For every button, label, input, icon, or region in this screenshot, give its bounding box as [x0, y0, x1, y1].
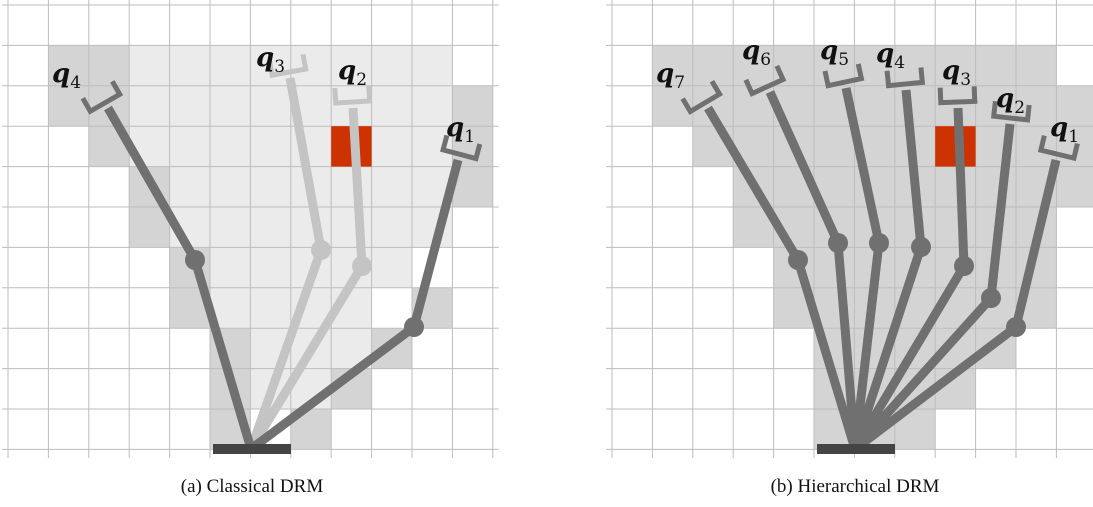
label-subscript: 2: [356, 70, 367, 90]
cell: [210, 45, 250, 85]
cell: [814, 247, 854, 287]
cell: [210, 247, 250, 287]
cell: [814, 126, 854, 166]
label-subscript: 2: [1014, 98, 1025, 118]
cell: [412, 45, 452, 85]
cell: [976, 45, 1016, 85]
cell: [935, 167, 975, 207]
label-subscript: 7: [674, 73, 685, 93]
label-symbol: q: [1050, 113, 1068, 143]
joint: [185, 250, 205, 270]
joint: [1006, 317, 1026, 337]
label-subscript: 4: [894, 53, 905, 73]
label-symbol: q: [820, 36, 838, 66]
cell: [1056, 167, 1093, 207]
cell: [250, 126, 290, 166]
cell: [976, 167, 1016, 207]
cell: [693, 45, 733, 85]
cell: [129, 86, 169, 126]
joint: [352, 256, 372, 276]
cell: [854, 86, 894, 126]
cell: [170, 86, 210, 126]
cell: [250, 86, 290, 126]
cell: [210, 126, 250, 166]
label-symbol: q: [446, 113, 464, 143]
caption: (a) Classical DRM: [181, 476, 324, 497]
label-symbol: q: [52, 59, 70, 89]
cell: [935, 207, 975, 247]
cell: [1016, 45, 1056, 85]
joint: [788, 250, 808, 270]
config-label: q4: [876, 39, 905, 73]
cell: [170, 167, 210, 207]
joint: [981, 288, 1001, 308]
label-subscript: 5: [838, 50, 849, 70]
joint: [404, 317, 424, 337]
joint: [311, 240, 331, 260]
cell: [291, 45, 331, 85]
cell: [250, 207, 290, 247]
label-subscript: 3: [274, 57, 285, 77]
cell: [250, 167, 290, 207]
cell: [210, 167, 250, 207]
cell: [895, 86, 935, 126]
cell: [372, 167, 412, 207]
caption: (b) Hierarchical DRM: [771, 476, 940, 497]
robot-base: [213, 444, 291, 454]
label-symbol: q: [742, 36, 760, 66]
cell: [372, 126, 412, 166]
cell: [331, 167, 371, 207]
cell: [129, 45, 169, 85]
cell: [210, 86, 250, 126]
cell: [250, 288, 290, 328]
cell: [372, 45, 412, 85]
config-label: q5: [820, 36, 849, 70]
label-symbol: q: [996, 84, 1014, 114]
label-subscript: 6: [760, 50, 771, 70]
cell: [372, 207, 412, 247]
label-symbol: q: [256, 43, 274, 73]
cell: [48, 86, 88, 126]
label-subscript: 4: [70, 73, 81, 93]
cell: [372, 247, 412, 287]
cell: [170, 126, 210, 166]
joint: [828, 233, 848, 253]
label-symbol: q: [338, 56, 356, 86]
label-subscript: 3: [960, 70, 971, 90]
cell: [210, 207, 250, 247]
robot-base: [817, 444, 895, 454]
joint: [954, 256, 974, 276]
cell: [372, 86, 412, 126]
config-label: q6: [742, 36, 771, 70]
cell: [89, 45, 129, 85]
label-symbol: q: [942, 56, 960, 86]
joint: [869, 233, 889, 253]
label-symbol: q: [656, 59, 674, 89]
cell: [250, 247, 290, 287]
cell: [331, 207, 371, 247]
figure: (a) Classical DRM (b) Hierarchical DRM q…: [0, 0, 1093, 507]
label-symbol: q: [876, 39, 894, 69]
cell: [170, 45, 210, 85]
joint: [911, 237, 931, 257]
label-subscript: 1: [1068, 127, 1079, 147]
label-subscript: 1: [464, 127, 475, 147]
